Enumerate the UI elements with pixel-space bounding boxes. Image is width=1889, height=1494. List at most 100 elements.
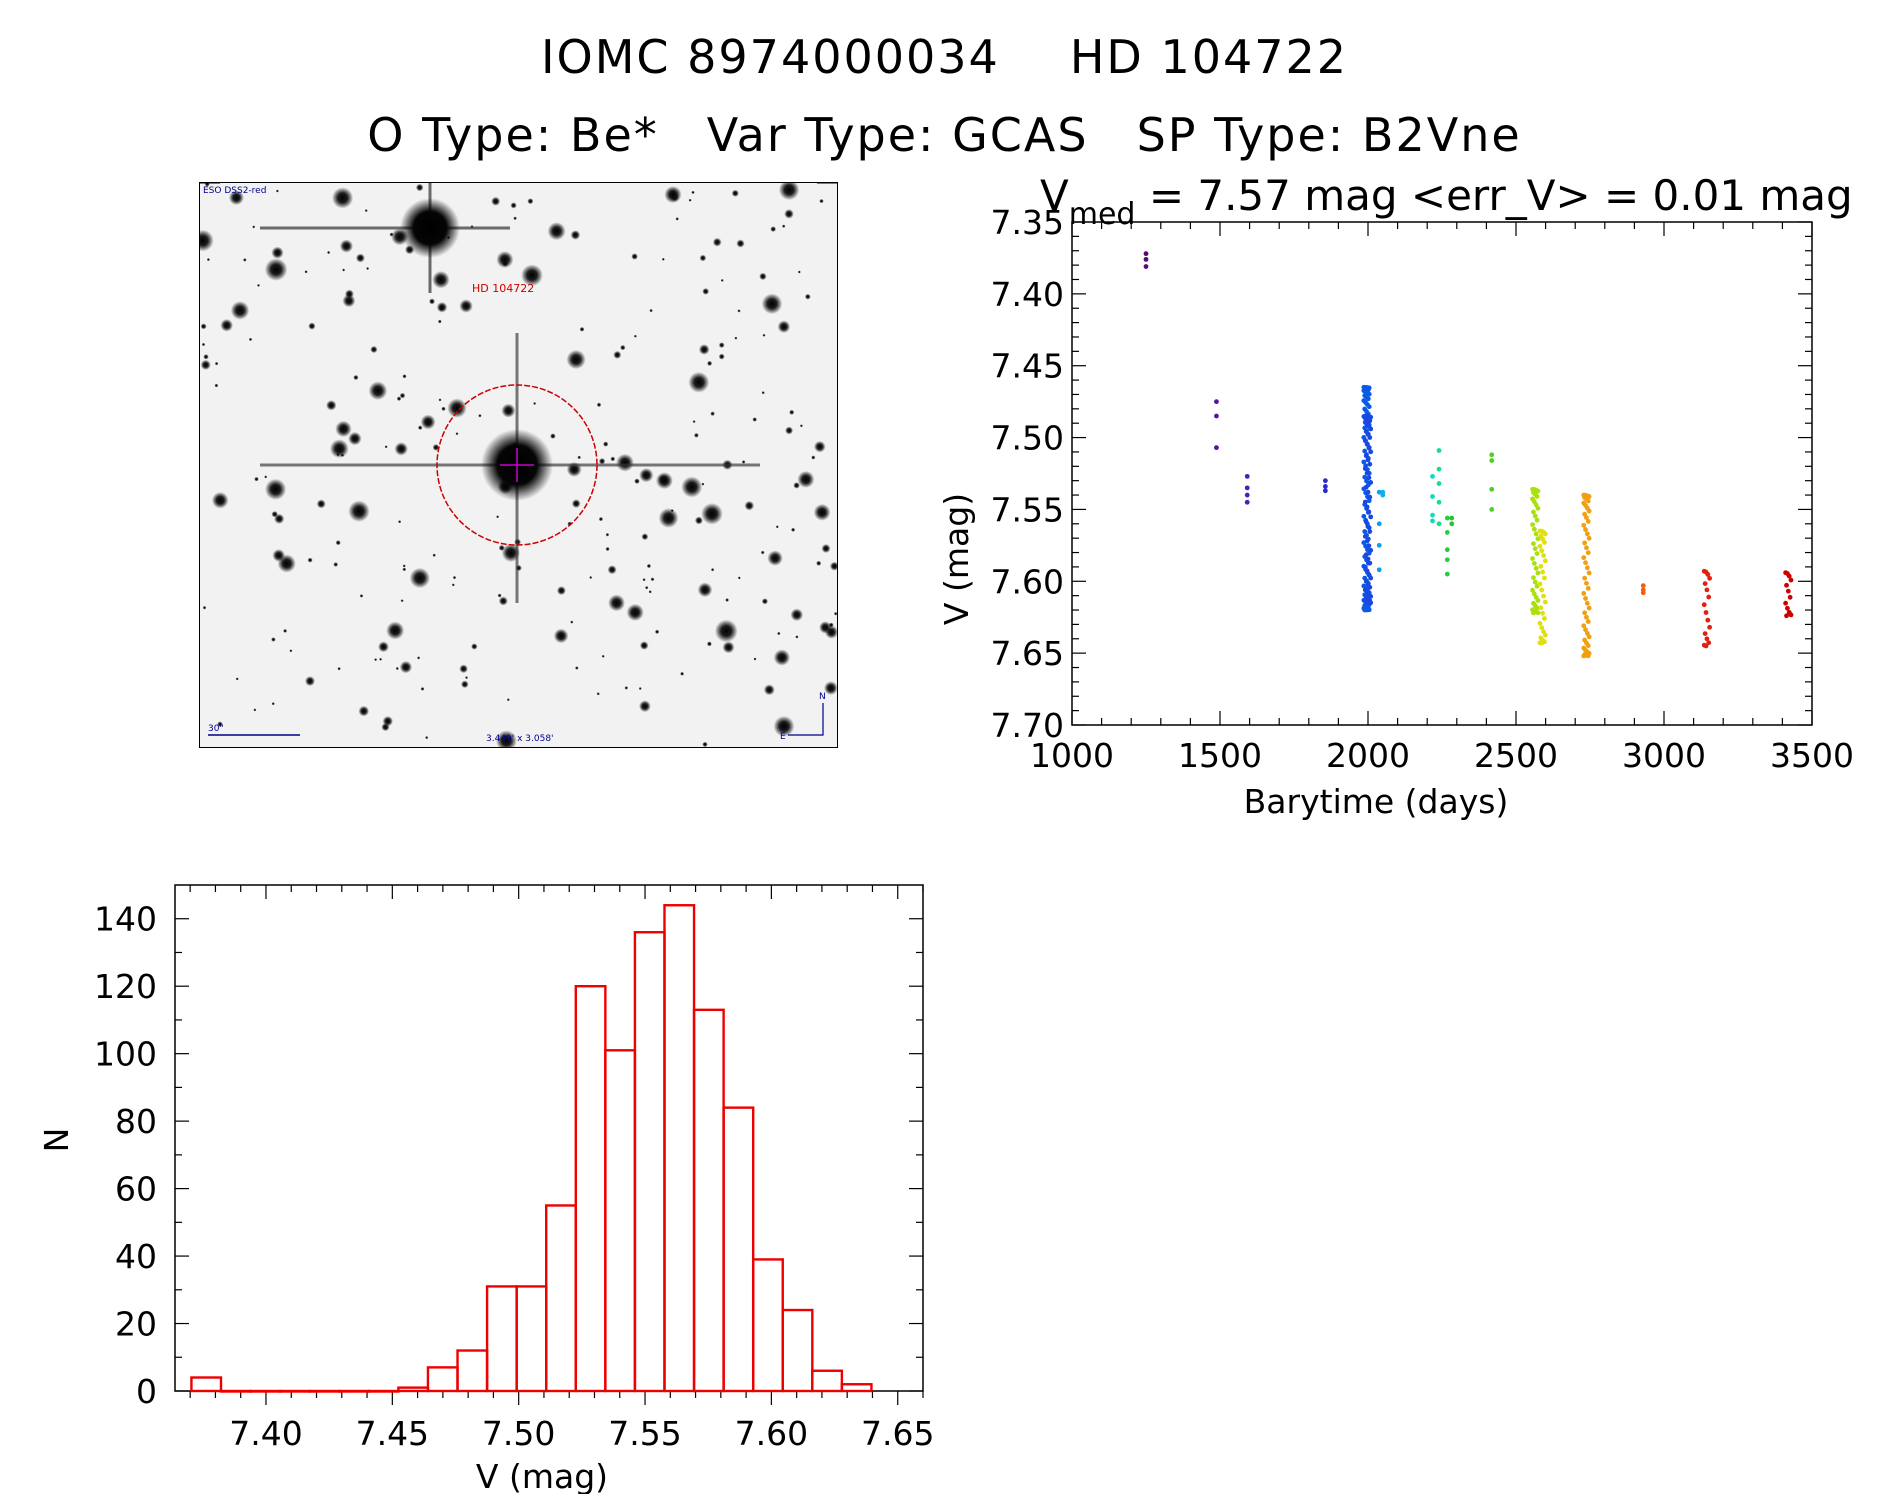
hist-ytick-label: 20 (115, 1305, 157, 1344)
field-star (386, 621, 405, 640)
field-star (200, 229, 214, 252)
field-star (699, 254, 707, 262)
lc-point (1367, 494, 1373, 500)
field-star (680, 671, 685, 676)
field-star (706, 641, 712, 647)
field-star (264, 475, 268, 479)
field-star (274, 513, 285, 524)
lc-xtick-label: 2000 (1326, 736, 1410, 775)
lc-point (1640, 583, 1646, 588)
lc-point (1364, 538, 1370, 544)
field-star (465, 676, 468, 680)
field-star (459, 299, 473, 313)
lc-point (1368, 514, 1374, 520)
lc-point (1364, 470, 1370, 476)
title-hd-id: HD 104722 (1069, 30, 1349, 84)
lc-point (1785, 588, 1791, 594)
field-star (804, 293, 811, 300)
field-star (271, 702, 275, 706)
lc-point (1366, 543, 1372, 549)
lc-point (1784, 582, 1789, 588)
field-star (344, 289, 354, 299)
field-star (243, 258, 247, 262)
lc-point (1586, 634, 1592, 640)
field-star (722, 641, 735, 654)
field-star (639, 641, 649, 650)
field-star (691, 190, 695, 195)
lc-point (1322, 488, 1328, 494)
field-star (506, 698, 510, 702)
field-star (254, 476, 259, 482)
hist-bar (663, 904, 696, 1393)
hist-ytick-label: 60 (115, 1170, 157, 1209)
hist-bar (219, 1389, 252, 1393)
field-star (402, 564, 406, 568)
subtitle-object-type: O Type: Be* (367, 108, 659, 162)
field-star (718, 342, 725, 348)
field-star (752, 417, 757, 422)
field-star (782, 224, 786, 228)
field-star (339, 239, 353, 253)
hist-xtick-label: 7.60 (735, 1414, 808, 1453)
lc-point (1542, 616, 1547, 621)
lc-point (1542, 540, 1547, 545)
field-star (553, 628, 569, 644)
hist-xtick-label: 7.55 (608, 1414, 681, 1453)
field-star (432, 271, 450, 289)
lc-point (1535, 488, 1541, 494)
field-star (438, 306, 444, 311)
lc-xtick-label: 2500 (1474, 736, 1558, 775)
field-star (646, 563, 652, 569)
field-star (741, 460, 746, 464)
field-star (797, 470, 815, 488)
lc-point (1364, 441, 1370, 447)
field-star (496, 251, 514, 269)
lc-ytick-label: 7.35 (991, 203, 1064, 242)
field-star (645, 586, 649, 590)
field-star (202, 605, 207, 610)
field-stars (200, 183, 837, 747)
field-star (773, 715, 795, 737)
field-star (605, 546, 610, 552)
field-star (598, 458, 606, 465)
lc-point (1449, 521, 1455, 527)
field-star (521, 264, 543, 287)
lc-point (1214, 413, 1219, 419)
field-star (760, 550, 765, 555)
field-star (777, 320, 791, 333)
lc-point (1581, 623, 1587, 629)
lc-point (1531, 575, 1536, 580)
field-star (214, 383, 219, 388)
field-star (248, 337, 253, 342)
lc-xtick-label: 3000 (1622, 736, 1706, 775)
hist-bar (751, 1258, 784, 1393)
field-star (200, 323, 207, 330)
field-star (658, 508, 679, 528)
field-star (337, 667, 341, 671)
bright-star-upper (260, 183, 510, 293)
lc-point (1380, 492, 1386, 498)
field-star (533, 402, 537, 405)
field-star (613, 350, 622, 359)
light-curve-chart: Vmed = 7.57 mag <err_V> = 0.01 mag 1000 1… (937, 171, 1854, 821)
field-star (335, 420, 352, 438)
lc-point (1143, 251, 1149, 257)
field-star (204, 183, 210, 187)
lc-point (1376, 489, 1382, 495)
field-star (566, 349, 586, 370)
field-star (761, 391, 765, 395)
field-star (697, 582, 713, 598)
field-star (307, 557, 313, 563)
lc-point (1584, 614, 1589, 620)
field-star (379, 657, 383, 661)
field-star (793, 482, 800, 489)
subtitle-sp-type: SP Type: B2Vne (1136, 108, 1522, 162)
lc-point (1533, 531, 1539, 537)
lc-point (1534, 605, 1540, 611)
field-star (384, 445, 388, 449)
field-star (661, 257, 665, 261)
lc-point (1531, 561, 1537, 566)
lc-point (1366, 475, 1372, 481)
field-star (211, 492, 229, 509)
field-star (710, 411, 715, 416)
